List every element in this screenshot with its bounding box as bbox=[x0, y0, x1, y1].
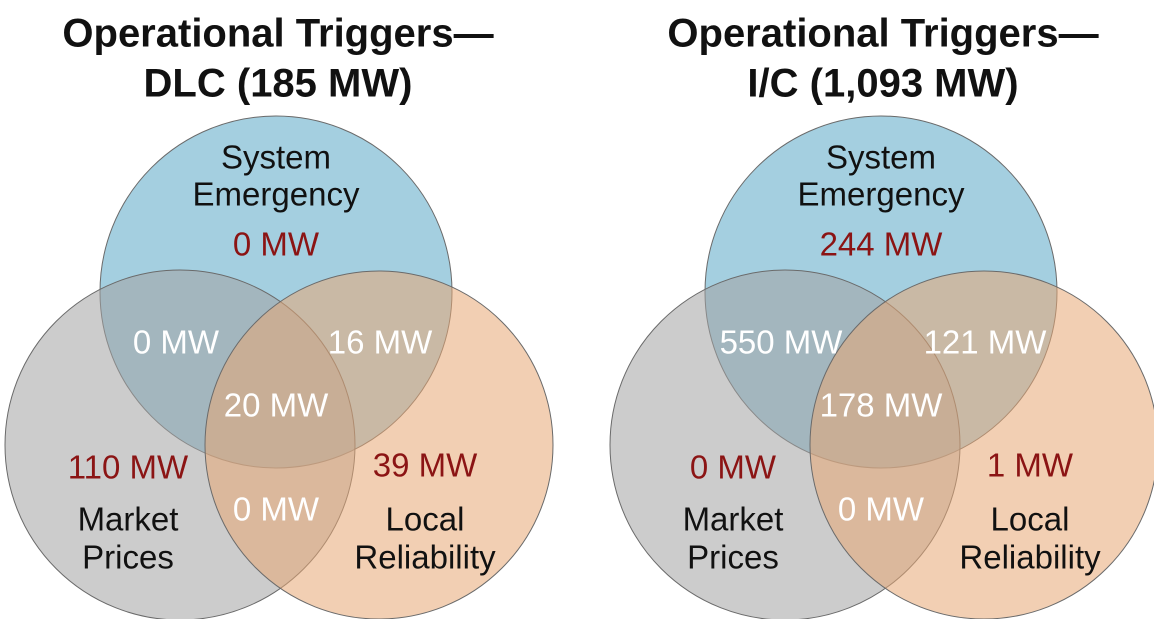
region-value: 20 MW bbox=[224, 387, 329, 424]
set-circle bbox=[204, 270, 554, 619]
set-circle bbox=[809, 270, 1154, 619]
diagram-title: Operational Triggers— bbox=[62, 12, 493, 56]
region-value: 0 MW bbox=[133, 324, 220, 361]
region-value: 1 MW bbox=[987, 447, 1074, 484]
region-value: 121 MW bbox=[924, 324, 1048, 361]
region-value: 550 MW bbox=[720, 324, 844, 361]
region-value: 110 MW bbox=[68, 449, 189, 486]
diagram-title: Operational Triggers— bbox=[667, 12, 1098, 56]
region-value: 0 MW bbox=[690, 449, 777, 486]
set-label: Market bbox=[683, 501, 784, 538]
venn-diagram: Operational Triggers— I/C (1,093 MW) Syste… bbox=[609, 12, 1154, 619]
set-label: Prices bbox=[687, 539, 779, 576]
region-value: 0 MW bbox=[233, 491, 320, 528]
region-value: 16 MW bbox=[328, 324, 433, 361]
set-label: Prices bbox=[82, 539, 174, 576]
venn-diagram: Operational Triggers— DLC (185 MW) SystemE… bbox=[4, 12, 554, 619]
region-value: 0 MW bbox=[838, 491, 925, 528]
region-value: 178 MW bbox=[820, 387, 944, 424]
set-label: Emergency bbox=[193, 176, 360, 213]
set-label: Local bbox=[991, 501, 1070, 538]
set-label: Market bbox=[78, 501, 179, 538]
set-label: System bbox=[826, 139, 936, 176]
region-value: 39 MW bbox=[373, 447, 478, 484]
set-label: Emergency bbox=[798, 176, 965, 213]
set-label: Local bbox=[386, 501, 465, 538]
set-label: Reliability bbox=[959, 539, 1101, 576]
diagram-title: DLC (185 MW) bbox=[144, 62, 413, 106]
region-value: 244 MW bbox=[820, 226, 944, 263]
set-label: Reliability bbox=[354, 539, 496, 576]
region-value: 0 MW bbox=[233, 226, 320, 263]
set-label: System bbox=[221, 139, 331, 176]
diagram-title: I/C (1,093 MW) bbox=[747, 62, 1018, 106]
